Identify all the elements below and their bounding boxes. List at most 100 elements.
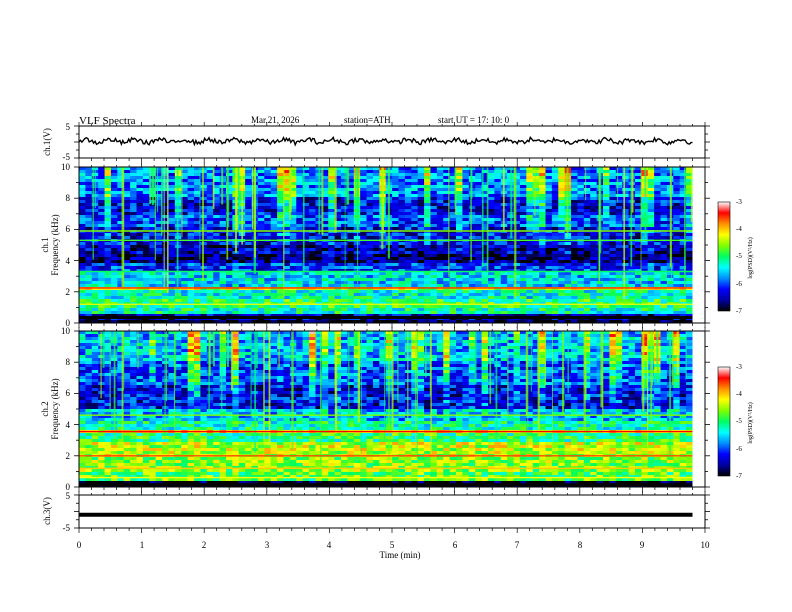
- ch1-spectrogram-cell: [590, 245, 598, 249]
- ch1-spectrogram-cell: [494, 320, 502, 324]
- ch1-spectrogram-cell: [411, 308, 419, 312]
- ch1-spectrogram-cell: [424, 263, 431, 267]
- ch1-spectrogram-cell: [213, 176, 220, 180]
- ch1-spectrogram-cell: [513, 299, 521, 303]
- ch1-spectrogram-cell: [257, 182, 265, 186]
- ch1-spectrogram-cell: [519, 215, 527, 219]
- ch1-spectrogram-cell: [647, 245, 655, 249]
- ch1-spectrogram-cell: [634, 233, 642, 237]
- ch1-spectrogram-cell: [411, 206, 419, 210]
- ch1-spectrogram-cell: [225, 209, 233, 213]
- ch1-spectrogram-cell: [130, 182, 137, 186]
- ch1-spectrogram-cell: [558, 245, 566, 249]
- ch1-spectrogram-cell: [603, 200, 610, 204]
- ch1-spectrogram-cell: [468, 209, 476, 213]
- ch1-spectrogram-cell: [603, 194, 610, 198]
- ch1-spectrogram-cell: [456, 197, 463, 201]
- ch1-spectrogram-cell: [577, 215, 585, 219]
- ch1-spectrogram-cell: [571, 293, 578, 297]
- ch1-spectrogram-cell: [475, 182, 482, 186]
- ch1-spectrogram-cell: [187, 263, 195, 267]
- ch1-spectrogram-cell: [225, 221, 233, 225]
- ch1-spectrogram-cell: [155, 248, 163, 252]
- ch1-spectrogram-cell: [334, 248, 342, 252]
- ch1-spectrogram-cell: [257, 305, 265, 309]
- ch1-spectrogram-cell: [347, 251, 355, 255]
- ch1-spectrogram-cell: [679, 308, 687, 312]
- ch1-spectrogram-cell: [398, 296, 406, 300]
- ch1-spectrogram-cell: [404, 257, 412, 261]
- ch1-spectrogram-cell: [404, 278, 412, 282]
- ch1-spectrogram-cell: [353, 290, 361, 294]
- ch1-spectrogram-cell: [456, 260, 463, 264]
- ch1-spectrogram-cell: [609, 293, 617, 297]
- ch1-spectrogram-cell: [481, 188, 489, 192]
- ch1-spectrogram-cell: [609, 197, 617, 201]
- ch1-spectrogram-cell: [449, 245, 457, 249]
- ch1-spectrogram-cell: [347, 260, 355, 264]
- ch1-spectrogram-cell: [136, 254, 144, 258]
- ch1-spectrogram-cell: [309, 314, 316, 318]
- ch1-spectrogram-cell: [104, 290, 112, 294]
- ch1-spectrogram-cell: [232, 299, 240, 303]
- ch1-spectrogram-cell: [328, 290, 336, 294]
- ch1-spectrogram-cell: [328, 314, 336, 318]
- ch1-spectrogram-cell: [85, 206, 93, 210]
- ch1-spectrogram-cell: [341, 281, 348, 285]
- ch1-spectrogram-cell: [634, 296, 642, 300]
- ch1-spectrogram-cell: [622, 299, 629, 303]
- ch1-spectrogram-cell: [686, 188, 693, 192]
- ch1-spectrogram-cell: [296, 173, 304, 177]
- ch1-spectrogram-cell: [142, 248, 150, 252]
- ch1-spectrogram-cell: [475, 233, 482, 237]
- ch1-spectrogram-cell: [187, 227, 195, 231]
- ch1-spectrogram-cell: [577, 296, 585, 300]
- ch1-spectrogram-cell: [481, 191, 489, 195]
- ch1-spectrogram-cell: [513, 308, 521, 312]
- ch1-spectrogram-cell: [213, 200, 220, 204]
- ch1-spectrogram-cell: [130, 269, 137, 273]
- ch1-spectrogram-cell: [328, 212, 336, 216]
- ch1-spectrogram-cell: [238, 308, 246, 312]
- ch1-spectrogram-cell: [283, 224, 291, 228]
- ch1-spectrogram-cell: [309, 254, 316, 258]
- ch1-spectrogram-cell: [181, 275, 189, 279]
- ch1-spectrogram-cell: [162, 218, 169, 222]
- ch1-spectrogram-cell: [417, 254, 425, 258]
- ch1-spectrogram-cell: [487, 245, 495, 249]
- ch1-spectrogram-cell: [123, 263, 131, 267]
- ch1-spectrogram-cell: [245, 200, 252, 204]
- ch1-spectrogram-cell: [475, 179, 482, 183]
- ch1-spectrogram-cell: [660, 311, 668, 315]
- ch1-spectrogram-cell: [309, 167, 316, 171]
- ch1-spectrogram-cell: [622, 275, 629, 279]
- ch1-spectrogram-cell: [513, 176, 521, 180]
- ch1-spectrogram-cell: [187, 290, 195, 294]
- ch1-spectrogram-cell: [603, 284, 610, 288]
- ch1-spectrogram-cell: [673, 284, 681, 288]
- ch1-spectrogram-cell: [283, 197, 291, 201]
- ch1-spectrogram-cell: [123, 176, 131, 180]
- ch1-spectrogram-cell: [289, 311, 297, 315]
- ch1-spectrogram-cell: [296, 308, 304, 312]
- ch1-spectrogram-cell: [91, 251, 99, 255]
- ch1-spectrogram-cell: [162, 281, 169, 285]
- ch1-spectrogram-cell: [309, 275, 316, 279]
- ch1-spectrogram-cell: [424, 293, 431, 297]
- ch1-spectrogram-cell: [411, 173, 419, 177]
- ch1-spectrogram-cell: [213, 275, 220, 279]
- ch1-spectrogram-cell: [456, 281, 463, 285]
- ch1-spectrogram-cell: [341, 194, 348, 198]
- ch1-spectrogram-cell: [583, 296, 591, 300]
- ch1-spectrogram-cell: [513, 170, 521, 174]
- ch1-spectrogram-cell: [379, 311, 387, 315]
- ch1-spectrogram-cell: [328, 269, 336, 273]
- ch1-spectrogram-cell: [558, 185, 566, 189]
- ch1-spectrogram-cell: [392, 272, 399, 276]
- ch1-spectrogram-cell: [558, 269, 566, 273]
- ch1-spectrogram-cell: [615, 305, 623, 309]
- ch1-spectrogram-cell: [104, 197, 112, 201]
- ch1-spectrogram-cell: [398, 176, 406, 180]
- ch1-spectrogram-cell: [296, 242, 304, 246]
- ch1-spectrogram-cell: [532, 209, 540, 213]
